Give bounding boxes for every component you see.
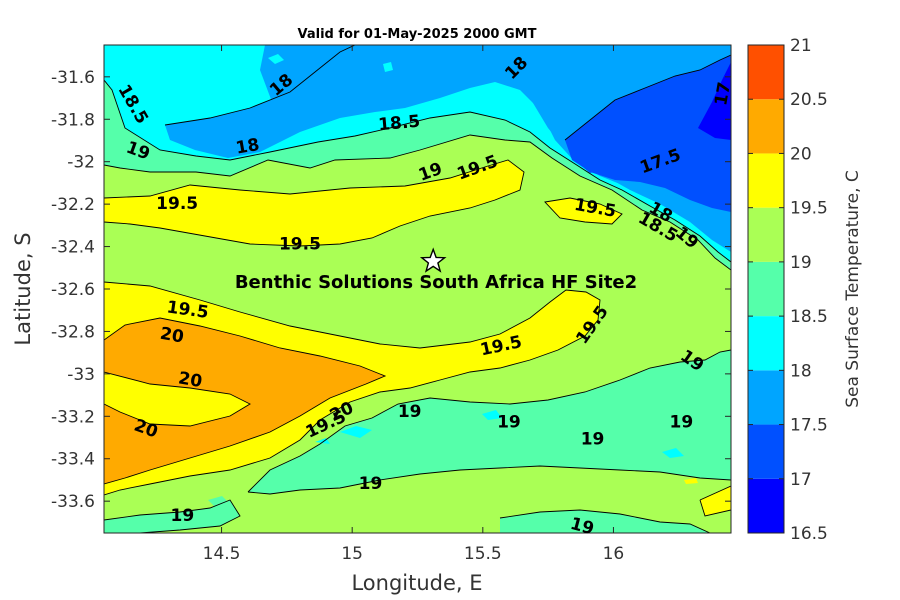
colorbar-segment [748, 207, 784, 262]
contour-line [699, 485, 731, 501]
band-17.5-18-mid [165, 45, 731, 220]
colorbar-tick-label: 18.5 [790, 307, 828, 327]
x-tick-label: 15 [341, 544, 363, 564]
band-18.5-19-s2 [104, 500, 240, 533]
contour-line [104, 79, 731, 263]
contour-label: 19 [670, 413, 694, 433]
x-tick-label: 16 [603, 544, 625, 564]
site-marker: Benthic Solutions South Africa HF Site2 [235, 247, 637, 293]
contour-line [499, 509, 711, 533]
contour-line [104, 281, 601, 496]
y-tick-label: -32.8 [51, 322, 95, 342]
y-tick-label: -31.6 [51, 68, 95, 88]
y-tick-label: -32.6 [51, 280, 95, 300]
x-axis-ticks: 14.5 15 15.5 16 [203, 45, 625, 564]
contour-label: 19 [581, 430, 605, 450]
y-tick-label: -33.4 [51, 450, 95, 470]
contour-label: 19 [398, 402, 422, 422]
colorbar: 16.5 17 17.5 18 18.5 19 19.5 20 20.5 21 [747, 36, 828, 544]
contour-line [564, 54, 731, 141]
y-axis-label: Latitude, S [11, 232, 35, 345]
contour-line [104, 317, 387, 485]
contour-label: 18 [234, 135, 261, 159]
y-axis-ticks: -31.6 -31.8 -32 -32.2 -32.4 -32.6 -32.8 -33 -33.… [51, 68, 731, 512]
colorbar-segment [748, 478, 784, 533]
colorbar-segment [748, 153, 784, 208]
y-tick-label: -31.8 [51, 110, 95, 130]
colorbar-tick-label: 21 [790, 36, 812, 56]
contour-label: 19.5 [279, 234, 321, 254]
site-name-label: Benthic Solutions South Africa HF Site2 [235, 272, 637, 293]
island-17-east [712, 176, 731, 198]
island-185c [482, 410, 502, 420]
y-tick-label: -32.2 [51, 195, 95, 215]
contour-label: 19 [497, 413, 521, 433]
y-tick-label: -32 [67, 153, 95, 173]
contour-line [164, 45, 356, 126]
contour-line [544, 197, 623, 225]
colorbar-segment [748, 424, 784, 479]
colorbar-segment [748, 261, 784, 317]
contour-line [699, 499, 731, 517]
colorbar-tick-label: 20 [790, 144, 812, 164]
island-185d [662, 448, 684, 458]
colorbar-tick-label: 19.5 [790, 199, 828, 219]
contour-line [104, 159, 525, 247]
y-tick-label: -33.2 [51, 407, 95, 427]
contour-label: 20 [159, 324, 186, 348]
contour-label: 19 [359, 474, 383, 494]
island-17-small [584, 164, 602, 173]
y-tick-label: -33.6 [51, 492, 95, 512]
colorbar-tick-label: 17 [790, 470, 812, 490]
island-yellow-se [700, 486, 731, 516]
colorbar-frame [747, 44, 785, 534]
contour-line [104, 371, 251, 427]
band-16.5-17 [698, 62, 731, 140]
island-185e [208, 496, 232, 510]
x-tick-label: 14.5 [203, 544, 241, 564]
contour-label: 20 [177, 368, 204, 392]
island-yellow-se2 [684, 478, 698, 484]
colorbar-segment [748, 316, 784, 371]
colorbar-tick-label: 19 [790, 253, 812, 273]
contour-line [104, 134, 731, 271]
contour-label: 18.5 [377, 112, 421, 136]
contour-line [104, 499, 241, 533]
contour-label: 19 [171, 506, 195, 526]
colorbar-tick-label: 16.5 [790, 524, 828, 544]
y-tick-label: -32.4 [51, 238, 95, 258]
island-18a [268, 54, 284, 64]
y-tick-label: -33 [67, 365, 95, 385]
contour-lines [104, 45, 731, 533]
contour-line [247, 349, 731, 493]
band-20-20.5-inner [104, 372, 250, 426]
chart-title: Valid for 01-May-2025 2000 GMT [298, 27, 537, 42]
x-axis-label: Longitude, E [351, 571, 482, 595]
site-star-icon [419, 247, 447, 273]
colorbar-tick-label: 18 [790, 361, 812, 381]
island-185a [340, 426, 372, 438]
band-18.5-19-south [248, 350, 731, 494]
colorbar-segment [748, 99, 784, 154]
colorbar-segment [748, 45, 784, 100]
x-tick-label: 15.5 [464, 544, 502, 564]
colorbar-label: Sea Surface Temperature, C [843, 170, 863, 408]
band-19.5-20-north [104, 160, 524, 246]
colorbar-tick-label: 17.5 [790, 416, 828, 436]
contour-label: 19.5 [156, 194, 198, 214]
colorbar-segment [748, 370, 784, 425]
band-18.5-19-s3 [500, 510, 710, 533]
contour-label: 17 [711, 80, 735, 107]
island-18b [383, 62, 393, 72]
contour-line [247, 465, 731, 495]
band-17-17.5 [565, 55, 731, 212]
colorbar-tick-label: 20.5 [790, 90, 828, 110]
band-19.5-20-ne [545, 198, 622, 224]
